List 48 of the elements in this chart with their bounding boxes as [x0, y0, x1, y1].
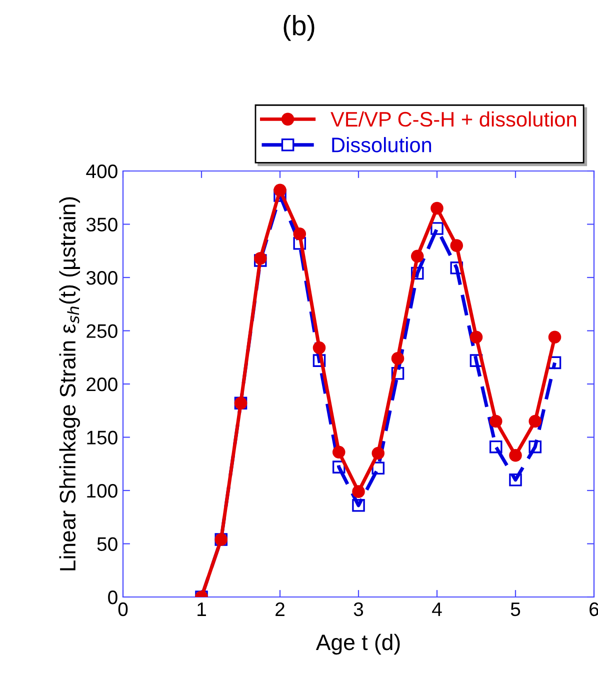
y-tick-label: 0 [108, 590, 118, 604]
point [352, 485, 365, 498]
y-tick-label: 150 [87, 430, 118, 444]
point [254, 252, 267, 265]
x-tick-label: 1 [198, 602, 206, 616]
y-tick-label: 350 [86, 218, 118, 232]
point [312, 354, 326, 367]
point [528, 440, 542, 454]
point [410, 266, 424, 280]
y-tick-label: 50 [97, 537, 118, 551]
legend-label: Dissolution [332, 137, 432, 152]
point [352, 499, 365, 512]
point [450, 239, 464, 252]
point [274, 184, 286, 197]
point [332, 460, 346, 474]
point [391, 366, 404, 380]
y-tick-label: 250 [86, 324, 118, 338]
y-tick-label: 300 [86, 270, 118, 285]
point [509, 473, 522, 486]
point [410, 250, 424, 263]
point [293, 237, 306, 250]
point [254, 254, 267, 267]
x-tick-label: 3 [354, 602, 364, 616]
point [293, 227, 306, 240]
chart-title: (b) [284, 15, 314, 41]
point [372, 446, 385, 460]
x-tick-label: 5 [510, 602, 520, 616]
point [332, 446, 346, 459]
x-tick-label: 4 [432, 602, 442, 616]
y-tick-label: 200 [86, 377, 118, 392]
point [470, 330, 483, 344]
x-axis-title: Age t (d) [316, 634, 400, 655]
y-tick-label: 100 [87, 484, 118, 498]
point [489, 440, 502, 454]
y-tick-label: 400 [86, 164, 118, 178]
y-axis-title: Linear Shrinkage Strain ε$_{sh}$(t) (µstrain) [59, 197, 80, 570]
point [391, 352, 404, 365]
x-tick-label: 0 [118, 602, 128, 616]
point [548, 330, 562, 344]
point [430, 222, 444, 235]
x-tick-label: 2 [276, 602, 284, 616]
point [372, 462, 385, 475]
point [430, 202, 444, 215]
point [509, 448, 522, 462]
point [489, 414, 502, 428]
legend-label: VE/VP C-S-H + dissolution [330, 111, 576, 127]
point [312, 341, 326, 354]
point [528, 414, 542, 428]
